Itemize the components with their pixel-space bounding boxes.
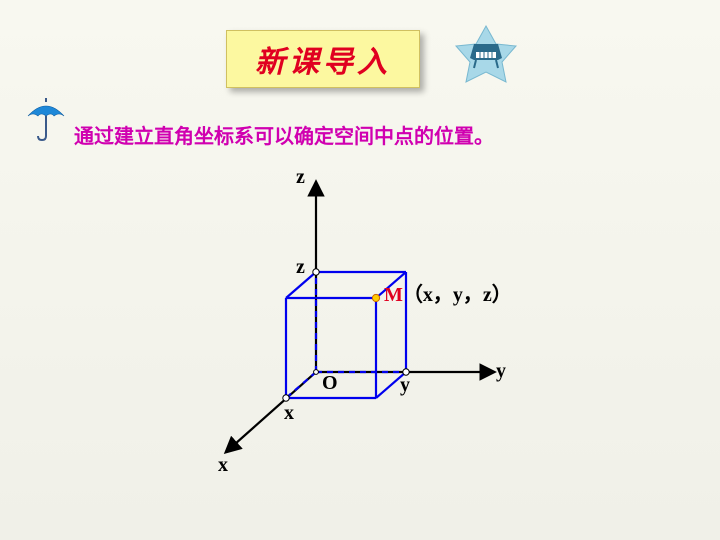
origin-label: O [322,372,338,395]
y-axis-label: y [496,360,506,383]
diagram-svg [192,160,532,500]
x-intercept-label: x [284,402,294,425]
point-m-coords: （x，y，z） [403,284,512,306]
umbrella-icon [24,98,68,142]
coordinate-diagram: z y x O z y x M（x，y，z） [192,160,532,500]
title-text: 新课导入 [255,46,391,79]
z-axis-label: z [296,166,305,189]
piano-star-icon [454,22,518,86]
point-m-label: M（x，y，z） [384,278,512,307]
y-intercept-label: y [400,374,410,397]
x-axis-label: x [218,454,228,477]
z-intercept-label: z [296,256,305,279]
point-m-letter: M [384,284,403,306]
title-banner: 新课导入 [226,30,420,88]
subtitle-text: 通过建立直角坐标系可以确定空间中点的位置。 [74,120,494,149]
